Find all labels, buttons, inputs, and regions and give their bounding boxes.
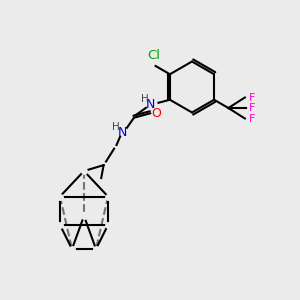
Text: F: F <box>248 113 255 124</box>
Text: H: H <box>141 94 149 104</box>
Text: O: O <box>151 107 161 120</box>
Text: H: H <box>112 122 120 132</box>
Text: Cl: Cl <box>148 50 160 62</box>
Text: N: N <box>146 98 155 111</box>
Text: F: F <box>248 92 255 103</box>
Text: N: N <box>118 126 127 139</box>
Text: F: F <box>249 103 256 113</box>
